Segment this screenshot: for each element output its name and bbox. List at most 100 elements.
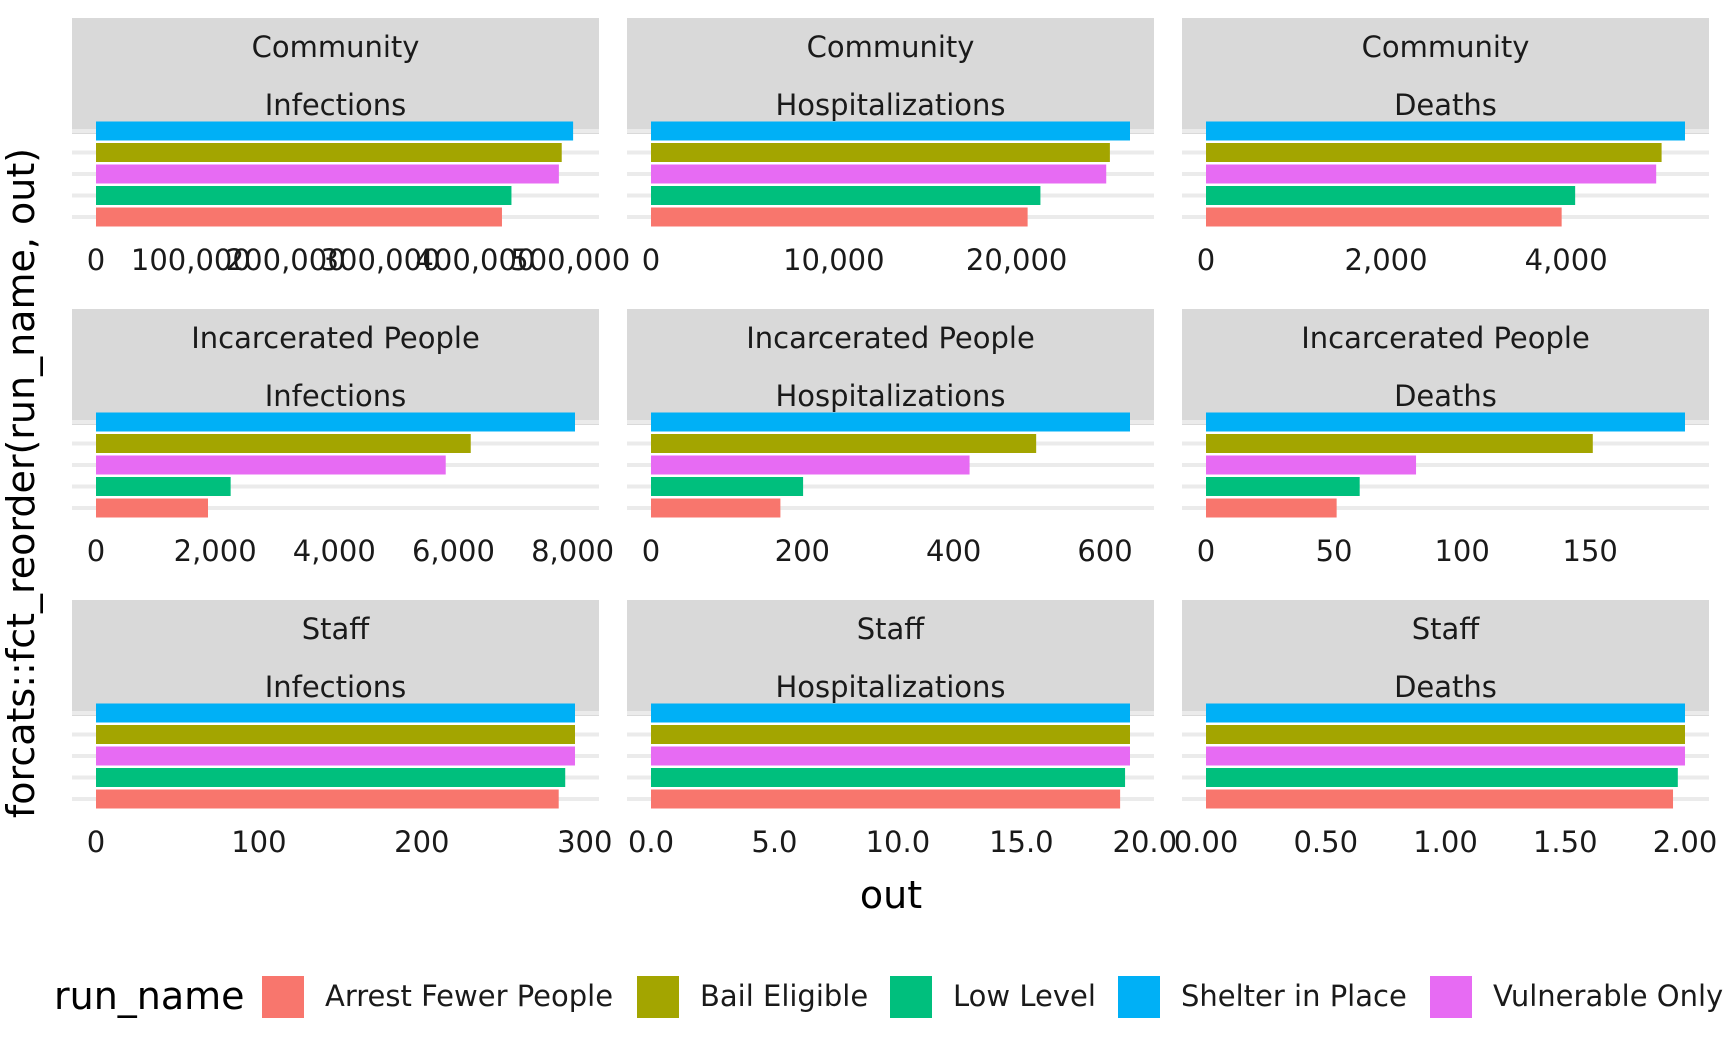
x-tick-label: 2.00 [1653, 825, 1718, 859]
bar-vulnerable-only [651, 164, 1107, 184]
strip-col-label: Infections [265, 670, 407, 704]
strip-row-bg [72, 600, 599, 658]
bar-low-level [1206, 477, 1360, 496]
x-tick-label: 300,000 [321, 243, 441, 277]
strip-row-bg [627, 600, 1154, 658]
x-tick-label: 0 [87, 825, 105, 859]
strip-col-label: Deaths [1394, 379, 1497, 413]
x-tick-label: 0 [87, 243, 105, 277]
panel-incarcerated-people-hospitalizations: Incarcerated People Hospitalizations 0 200 4… [627, 309, 1154, 568]
x-tick-label: 20,000 [966, 243, 1067, 277]
x-tick-label: 0.00 [1174, 825, 1239, 859]
strip-row-label: Incarcerated People [191, 321, 480, 355]
strip-row-label: Incarcerated People [746, 321, 1035, 355]
bar-bail-eligible [1206, 725, 1685, 744]
bar-shelter-in-place [96, 121, 574, 141]
x-tick-label: 1.00 [1413, 825, 1478, 859]
strip-row-label: Community [252, 30, 420, 64]
strip-col-label: Deaths [1394, 88, 1497, 122]
x-tick-label: 100,000 [131, 243, 251, 277]
x-tick-label: 0 [1197, 243, 1215, 277]
panel-staff-hospitalizations: Staff Hospitalizations 0.0 5.0 10.0 15.0 20.0 [627, 600, 1177, 859]
bar-vulnerable-only [96, 164, 559, 184]
bar-vulnerable-only [96, 746, 575, 766]
legend-key-bail-eligible [637, 976, 679, 1018]
bar-low-level [96, 768, 566, 787]
panel-community-infections: Community Infections 0 100,000200,000300,00… [72, 18, 630, 277]
legend-title: run_name [54, 974, 245, 1018]
bar-shelter-in-place [96, 412, 575, 432]
strip-row-bg [72, 309, 599, 367]
legend-key-shelter-in-place [1118, 976, 1160, 1018]
bar-bail-eligible [651, 143, 1110, 162]
legend: run_name Arrest Fewer People Bail Eligibl… [54, 974, 1723, 1018]
bar-low-level [651, 477, 804, 496]
legend-label-bail-eligible: Bail Eligible [700, 979, 868, 1013]
x-tick-label: 200 [394, 825, 449, 859]
bar-shelter-in-place [1206, 412, 1685, 432]
strip-col-label: Infections [265, 88, 407, 122]
bar-vulnerable-only [651, 455, 970, 475]
x-tick-label: 5.0 [751, 825, 797, 859]
bar-bail-eligible [1206, 434, 1593, 453]
x-tick-label: 200 [775, 534, 830, 568]
bar-arrest-fewer-people [651, 498, 781, 518]
legend-key-vulnerable-only [1430, 976, 1472, 1018]
bar-arrest-fewer-people [96, 498, 209, 518]
bar-low-level [96, 186, 512, 205]
legend-label-shelter-in-place: Shelter in Place [1181, 979, 1407, 1013]
bar-low-level [1206, 186, 1576, 205]
panel-incarcerated-people-infections: Incarcerated People Infections 0 2,000 4,000… [72, 309, 614, 568]
x-tick-label: 0.0 [628, 825, 674, 859]
bar-low-level [1206, 768, 1678, 787]
strip-row-label: Staff [302, 612, 371, 646]
x-tick-label: 400,000 [415, 243, 535, 277]
x-tick-label: 2,000 [174, 534, 257, 568]
strip-row-bg [627, 309, 1154, 367]
bar-bail-eligible [651, 434, 1037, 453]
bar-arrest-fewer-people [1206, 207, 1562, 227]
x-tick-label: 4,000 [1525, 243, 1608, 277]
strip-col-label: Infections [265, 379, 407, 413]
x-tick-label: 200,000 [226, 243, 346, 277]
bar-shelter-in-place [651, 121, 1130, 141]
strip-col-label: Hospitalizations [775, 379, 1005, 413]
panel-staff-deaths: Staff Deaths 0.00 0.50 1.00 1.50 2.00 [1174, 600, 1718, 859]
y-axis-title: forcats::fct_reorder(run_name, out) [0, 148, 43, 818]
x-tick-label: 20.0 [1113, 825, 1178, 859]
bar-vulnerable-only [96, 455, 446, 475]
bar-arrest-fewer-people [1206, 789, 1674, 809]
bar-bail-eligible [651, 725, 1130, 744]
x-tick-label: 100 [1434, 534, 1489, 568]
legend-key-low-level [890, 976, 932, 1018]
x-tick-label: 500,000 [510, 243, 630, 277]
panel-staff-infections: Staff Infections 0 100 200 300 [72, 600, 612, 859]
bar-bail-eligible [96, 434, 471, 453]
bar-arrest-fewer-people [651, 207, 1028, 227]
bar-low-level [96, 477, 231, 496]
strip-row-label: Staff [1412, 612, 1481, 646]
bar-vulnerable-only [1206, 455, 1417, 475]
panel-community-deaths: Community Deaths 0 2,000 4,000 [1182, 18, 1709, 277]
bar-low-level [651, 768, 1126, 787]
bar-low-level [651, 186, 1041, 205]
strip-row-label: Staff [857, 612, 926, 646]
x-tick-label: 600 [1077, 534, 1132, 568]
bar-vulnerable-only [651, 746, 1130, 766]
panel-incarcerated-people-deaths: Incarcerated People Deaths 0 50 100 150 [1182, 309, 1709, 568]
bar-bail-eligible [96, 143, 562, 162]
legend-label-vulnerable-only: Vulnerable Only [1493, 979, 1723, 1013]
bar-vulnerable-only [1206, 746, 1685, 766]
x-tick-label: 10.0 [866, 825, 931, 859]
strip-row-label: Community [807, 30, 975, 64]
x-tick-label: 15.0 [989, 825, 1054, 859]
strip-row-bg [627, 18, 1154, 76]
strip-row-label: Community [1362, 30, 1530, 64]
strip-row-bg [72, 18, 599, 76]
x-tick-label: 0 [87, 534, 105, 568]
bar-arrest-fewer-people [1206, 498, 1337, 518]
strip-col-label: Deaths [1394, 670, 1497, 704]
bar-shelter-in-place [96, 703, 575, 723]
strip-row-bg [1182, 600, 1709, 658]
x-tick-label: 8,000 [531, 534, 614, 568]
